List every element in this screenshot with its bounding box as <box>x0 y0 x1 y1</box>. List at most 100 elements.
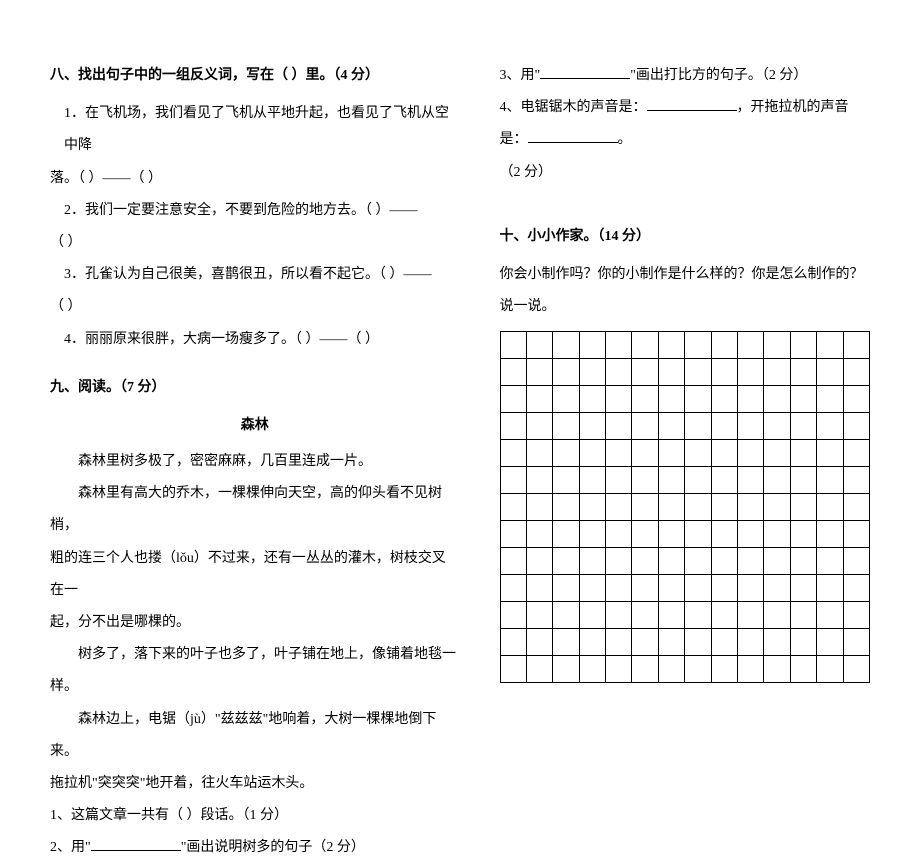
grid-cell <box>606 440 632 467</box>
grid-cell <box>606 494 632 521</box>
grid-cell <box>738 386 764 413</box>
grid-cell <box>500 467 526 494</box>
grid-cell <box>843 332 869 359</box>
grid-cell <box>632 440 658 467</box>
fill-blank <box>528 129 618 143</box>
grid-cell <box>790 656 816 683</box>
grid-cell <box>553 602 579 629</box>
s8-q2-line2: （ ） <box>50 227 460 259</box>
grid-cell <box>790 575 816 602</box>
s8-q3-line2: （ ） <box>50 291 460 323</box>
grid-cell <box>526 413 552 440</box>
grid-cell <box>658 386 684 413</box>
grid-cell <box>632 332 658 359</box>
grid-cell <box>500 548 526 575</box>
grid-cell <box>632 494 658 521</box>
grid-cell <box>817 656 843 683</box>
grid-cell <box>579 467 605 494</box>
grid-cell <box>553 440 579 467</box>
grid-cell <box>817 494 843 521</box>
grid-cell <box>658 521 684 548</box>
grid-cell <box>685 359 711 386</box>
grid-cell <box>500 656 526 683</box>
s8-q3-line1: 3．孔雀认为自己很美，喜鹊很丑，所以看不起它。（ ）—— <box>64 259 460 291</box>
grid-cell <box>526 548 552 575</box>
s8-q1-line1: 1．在飞机场，我们看见了飞机从平地升起，也看见了飞机从空中降 <box>64 98 460 162</box>
grid-cell <box>685 602 711 629</box>
grid-cell <box>579 413 605 440</box>
s9-q4: 4、电锯锯木的声音是：，开拖拉机的声音是：。 <box>500 92 871 156</box>
s8-q2-line1: 2．我们一定要注意安全，不要到危险的地方去。（ ）—— <box>64 195 460 227</box>
grid-cell <box>658 602 684 629</box>
grid-cell <box>817 440 843 467</box>
grid-cell <box>764 332 790 359</box>
grid-cell <box>606 656 632 683</box>
grid-cell <box>685 629 711 656</box>
grid-cell <box>685 575 711 602</box>
grid-cell <box>790 629 816 656</box>
grid-cell <box>764 521 790 548</box>
grid-cell <box>526 359 552 386</box>
grid-cell <box>606 548 632 575</box>
grid-cell <box>711 629 737 656</box>
grid-cell <box>764 602 790 629</box>
grid-cell <box>579 332 605 359</box>
grid-cell <box>553 413 579 440</box>
grid-cell <box>843 494 869 521</box>
s9-q1: 1、这篇文章一共有（ ）段话。（1 分） <box>50 800 460 832</box>
grid-cell <box>843 359 869 386</box>
grid-cell <box>764 359 790 386</box>
grid-cell <box>685 332 711 359</box>
grid-cell <box>817 386 843 413</box>
grid-cell <box>553 521 579 548</box>
grid-cell <box>526 332 552 359</box>
grid-cell <box>632 386 658 413</box>
s9-q4-c: 。 <box>618 132 632 147</box>
grid-cell <box>711 602 737 629</box>
grid-cell <box>632 521 658 548</box>
grid-cell <box>843 602 869 629</box>
writing-grid-table <box>500 331 871 683</box>
s8-q1-line2: 落。（ ）——（ ） <box>50 163 460 195</box>
grid-cell <box>817 413 843 440</box>
grid-cell <box>790 386 816 413</box>
grid-cell <box>685 521 711 548</box>
grid-cell <box>658 332 684 359</box>
grid-cell <box>817 602 843 629</box>
grid-cell <box>843 575 869 602</box>
grid-cell <box>685 386 711 413</box>
grid-cell <box>817 575 843 602</box>
grid-cell <box>843 629 869 656</box>
grid-cell <box>711 359 737 386</box>
grid-cell <box>579 575 605 602</box>
s9-q2-pre: 2、用" <box>50 840 91 855</box>
grid-cell <box>526 521 552 548</box>
grid-cell <box>738 413 764 440</box>
grid-cell <box>553 467 579 494</box>
grid-cell <box>817 359 843 386</box>
grid-cell <box>632 629 658 656</box>
grid-cell <box>738 629 764 656</box>
grid-cell <box>711 440 737 467</box>
grid-cell <box>658 440 684 467</box>
s9-q3-pre: 3、用" <box>500 68 541 83</box>
passage-p4b: 拖拉机"突突突"地开着，往火车站运木头。 <box>50 768 460 800</box>
passage-p3: 树多了，落下来的叶子也多了，叶子铺在地上，像铺着地毯一样。 <box>50 639 460 703</box>
grid-cell <box>658 548 684 575</box>
grid-cell <box>711 494 737 521</box>
grid-cell <box>632 467 658 494</box>
grid-cell <box>843 467 869 494</box>
grid-cell <box>685 656 711 683</box>
grid-cell <box>658 656 684 683</box>
grid-cell <box>526 656 552 683</box>
grid-cell <box>843 440 869 467</box>
grid-cell <box>553 332 579 359</box>
grid-cell <box>790 413 816 440</box>
grid-cell <box>790 467 816 494</box>
s9-q2-post: "画出说明树多的句子（2 分） <box>181 840 365 855</box>
grid-cell <box>500 521 526 548</box>
grid-cell <box>764 494 790 521</box>
s9-q4-points: （2 分） <box>500 157 871 189</box>
grid-cell <box>579 602 605 629</box>
grid-cell <box>764 440 790 467</box>
